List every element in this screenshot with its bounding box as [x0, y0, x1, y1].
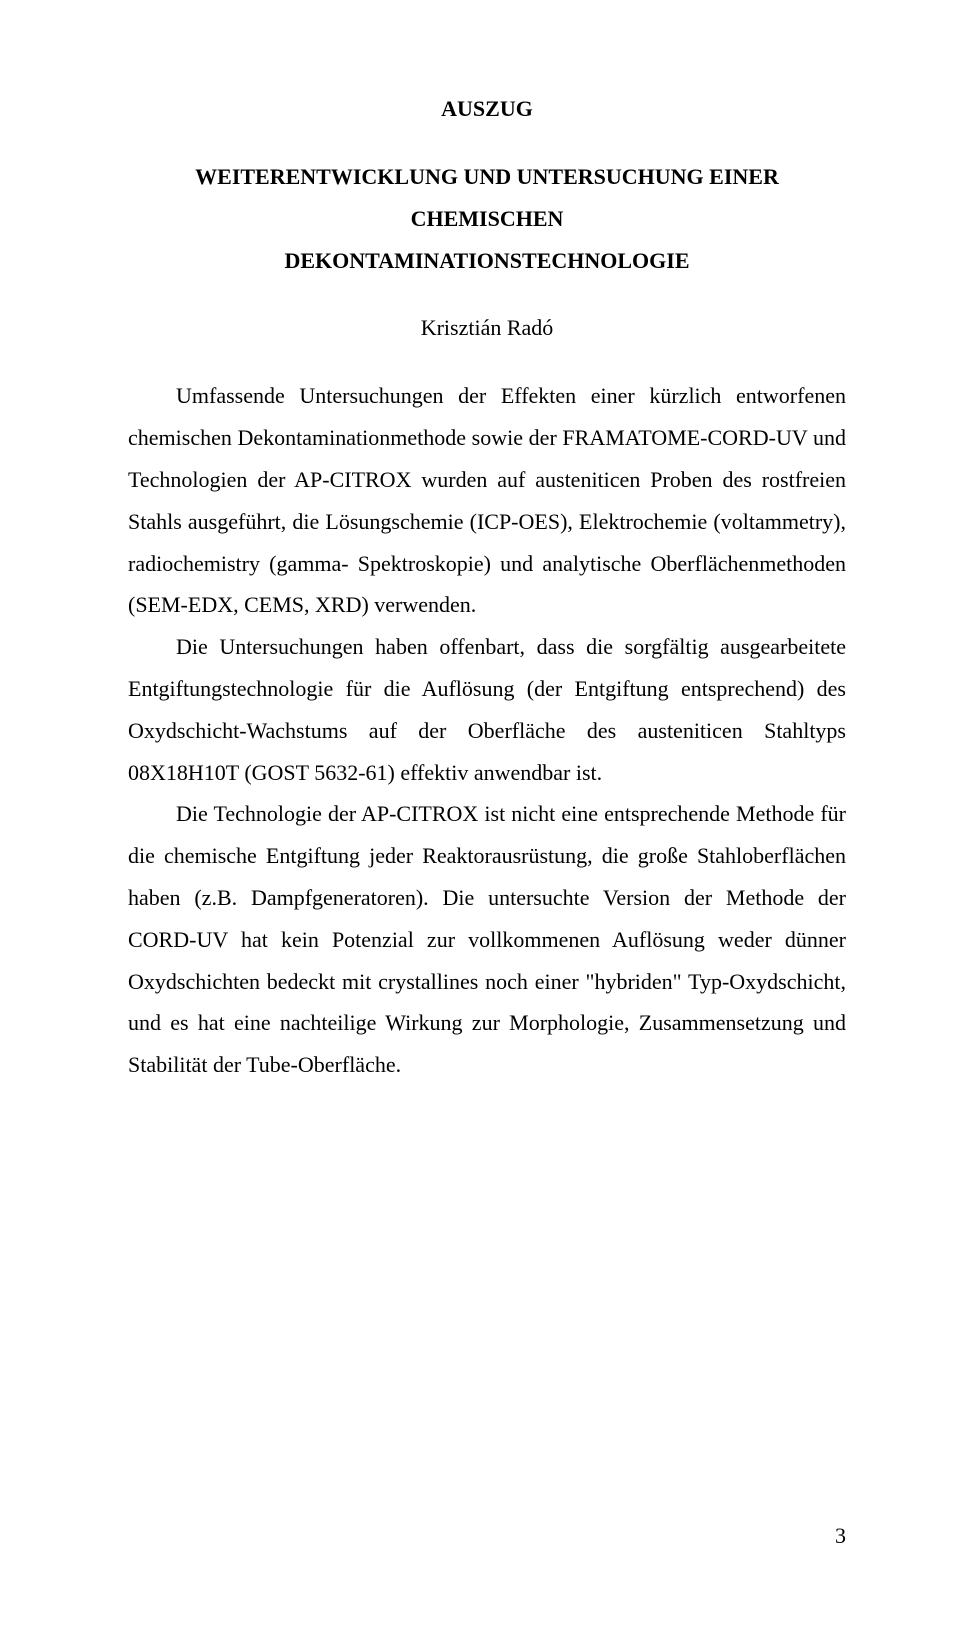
document-heading: WEITERENTWICKLUNG UND UNTERSUCHUNG EINER…	[128, 156, 846, 281]
page-title: AUSZUG	[128, 96, 846, 122]
heading-line-2: DEKONTAMINATIONSTECHNOLOGIE	[284, 248, 689, 273]
body-paragraph-1: Umfassende Untersuchungen der Effekten e…	[128, 375, 846, 626]
page-number: 3	[835, 1523, 846, 1549]
body-paragraph-2: Die Untersuchungen haben offenbart, dass…	[128, 626, 846, 793]
body-paragraph-3: Die Technologie der AP-CITROX ist nicht …	[128, 793, 846, 1086]
heading-line-1: WEITERENTWICKLUNG UND UNTERSUCHUNG EINER…	[195, 164, 779, 231]
author-name: Krisztián Radó	[128, 315, 846, 341]
